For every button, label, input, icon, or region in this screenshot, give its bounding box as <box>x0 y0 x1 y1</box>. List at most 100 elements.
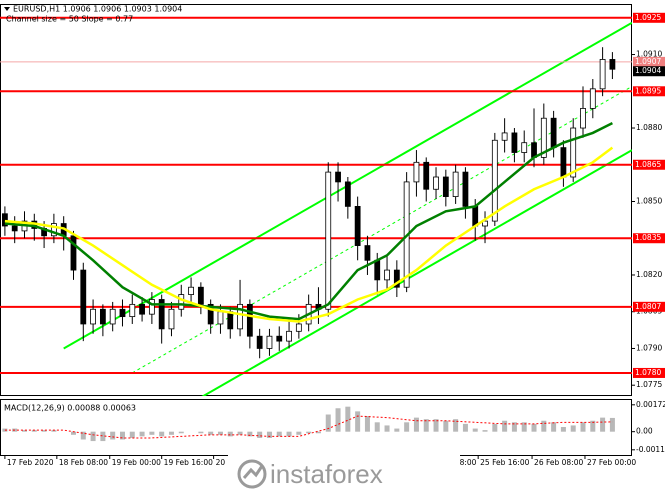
candle-body <box>129 303 136 318</box>
macd-bar <box>482 430 488 432</box>
candle-body <box>139 303 145 315</box>
candle-body <box>178 294 185 310</box>
macd-bar <box>325 414 331 432</box>
x-tick-label: 17 Feb 2020 <box>7 458 54 467</box>
candle-body <box>335 171 341 183</box>
macd-bar <box>541 420 547 432</box>
bid-label: 1.0904 <box>635 66 661 75</box>
macd-bar <box>580 422 586 432</box>
candle-body <box>266 335 273 349</box>
watermark-bg <box>228 449 460 499</box>
macd-bar <box>266 431 272 438</box>
x-tick-label: 18 Feb 08:00 <box>59 458 108 467</box>
candle-body <box>276 335 283 342</box>
macd-y-tick-label: -0.00116 <box>636 445 665 454</box>
candle-body <box>188 286 194 295</box>
level-label-bg <box>633 12 665 23</box>
candle-body <box>237 303 243 330</box>
macd-bar <box>609 417 615 432</box>
macd-bar <box>345 406 351 432</box>
candle-body <box>442 176 449 198</box>
macd-label: MACD(12,26,9) 0.00088 0.00063 <box>4 404 136 413</box>
macd-bar <box>433 419 439 432</box>
macd-bar <box>306 431 312 434</box>
level-label: 1.0835 <box>635 233 661 242</box>
candle-body <box>589 88 596 109</box>
macd-bar <box>80 431 86 440</box>
macd-bar <box>227 431 233 437</box>
macd-bar <box>364 416 370 432</box>
candle-body <box>158 299 165 330</box>
level-label-bg <box>633 367 665 378</box>
macd-bar <box>276 431 282 437</box>
candle-body <box>11 225 18 232</box>
candle-body <box>452 171 459 198</box>
candle-body <box>148 299 155 315</box>
macd-bar <box>443 420 449 432</box>
macd-bar <box>208 431 214 435</box>
candle-body <box>256 335 263 349</box>
ask-label: 1.0907 <box>635 57 661 66</box>
level-label-bg <box>633 86 665 97</box>
macd-bar <box>41 430 47 432</box>
candle-body <box>109 308 116 325</box>
macd-bar <box>90 431 96 442</box>
channel-lower <box>201 149 632 396</box>
candle-body <box>540 117 547 158</box>
y-tick-label: 1.0880 <box>636 123 662 132</box>
macd-bar <box>453 419 459 432</box>
level-label-bg <box>633 233 665 244</box>
macd-bar <box>110 431 116 440</box>
candle-body <box>119 308 126 318</box>
x-tick-label: 27 Feb 00:00 <box>587 458 636 467</box>
watermark-logo <box>237 459 267 489</box>
symbol-marker <box>4 7 10 11</box>
macd-bar <box>511 422 517 432</box>
candle-body <box>99 308 106 325</box>
candle-body <box>227 311 234 330</box>
y-tick-label: 1.0790 <box>636 343 662 352</box>
x-tick-label: 19 Feb 00:00 <box>112 458 161 467</box>
macd-bar <box>531 423 537 432</box>
macd-bar <box>51 430 57 432</box>
moving-average <box>4 122 613 321</box>
macd-bar <box>355 411 361 432</box>
candle-body <box>570 127 577 178</box>
macd-bar <box>472 428 478 432</box>
candle-body <box>393 269 400 288</box>
macd-bar <box>374 422 380 432</box>
macd-bar <box>21 430 27 432</box>
macd-bar <box>570 425 576 432</box>
macd-bar <box>315 431 321 434</box>
macd-bar <box>100 431 106 442</box>
macd-bar <box>178 431 184 434</box>
macd-bar <box>384 425 390 432</box>
macd-bar <box>129 431 135 438</box>
macd-bar <box>590 420 596 432</box>
candle-body <box>286 330 292 342</box>
macd-bar <box>404 422 410 432</box>
macd-bar <box>335 408 341 432</box>
candle-body <box>197 286 204 305</box>
ask-label-bg <box>633 56 665 67</box>
main-frame <box>0 4 632 396</box>
chart-title: EURUSD,H1 1.0906 1.0906 1.0903 1.0904 <box>13 5 182 14</box>
macd-bar <box>502 420 508 432</box>
macd-bar <box>139 431 145 437</box>
macd-bar <box>119 431 125 440</box>
candle-body <box>80 269 87 325</box>
candle-body <box>70 235 77 271</box>
macd-bar <box>551 422 557 432</box>
macd-y-tick-label: 0.00 <box>636 427 653 436</box>
candle-body <box>491 139 498 222</box>
candle-body <box>521 142 528 153</box>
macd-bar <box>423 419 429 432</box>
macd-bar <box>168 431 174 435</box>
watermark: instaforex <box>228 449 460 499</box>
candle-body <box>90 308 96 325</box>
macd-bar <box>149 431 155 435</box>
macd-bar <box>247 431 253 437</box>
